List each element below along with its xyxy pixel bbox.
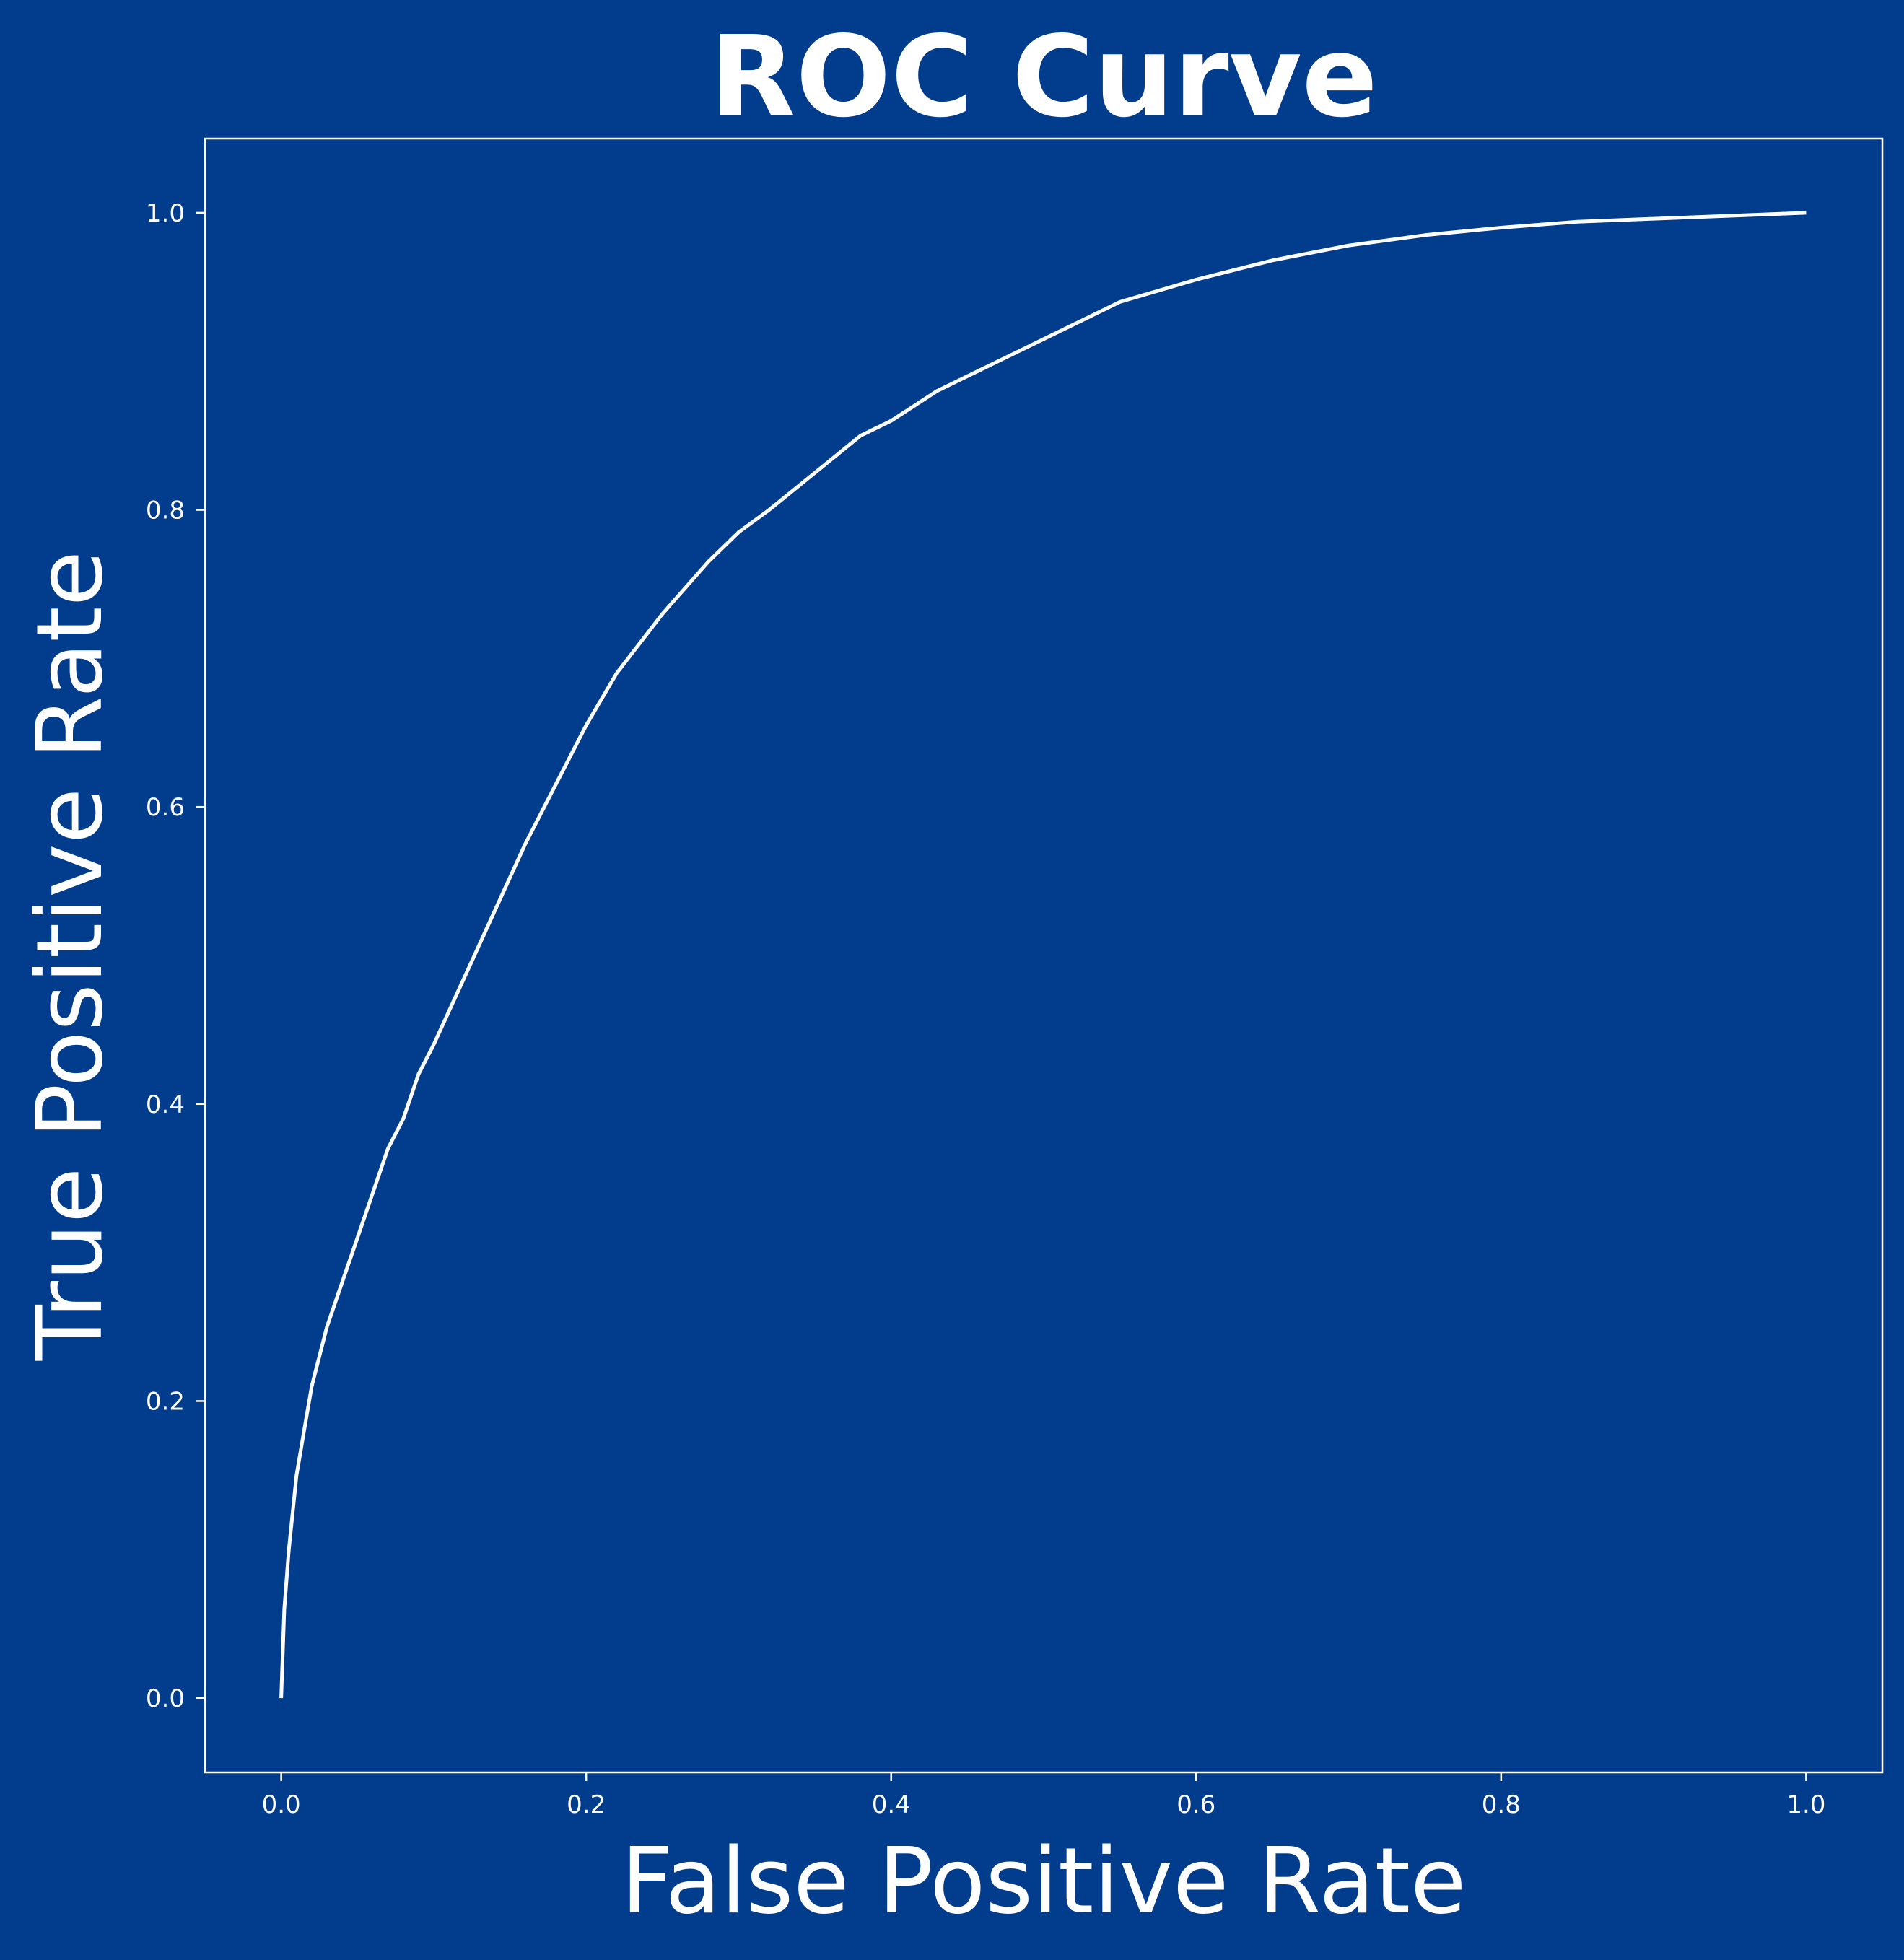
x-axis-label: False Positive Rate bbox=[621, 1828, 1466, 1934]
x-tick-label: 0.8 bbox=[1482, 1790, 1521, 1819]
y-tick-label: 0.6 bbox=[146, 793, 185, 822]
y-tick-label: 0.0 bbox=[146, 1684, 185, 1713]
y-tick-label: 0.8 bbox=[146, 496, 185, 525]
x-tick-label: 0.4 bbox=[872, 1790, 911, 1819]
y-tick-label: 0.4 bbox=[146, 1090, 185, 1119]
y-tick-label: 0.2 bbox=[146, 1387, 185, 1416]
x-axis-ticks: 0.0 0.2 0.4 0.6 0.8 1.0 bbox=[262, 1772, 1825, 1819]
x-tick-label: 1.0 bbox=[1786, 1790, 1825, 1819]
roc-curve-line bbox=[279, 211, 1807, 1699]
chart-title: ROC Curve bbox=[709, 12, 1378, 142]
y-tick-label: 1.0 bbox=[146, 199, 185, 228]
y-axis-label: True Positive Rate bbox=[17, 551, 123, 1361]
y-axis-ticks: 0.0 0.2 0.4 0.6 0.8 1.0 bbox=[146, 199, 205, 1713]
x-tick-label: 0.0 bbox=[262, 1790, 301, 1819]
x-tick-label: 0.6 bbox=[1176, 1790, 1215, 1819]
x-tick-label: 0.2 bbox=[567, 1790, 606, 1819]
plot-area-frame bbox=[204, 137, 1884, 1774]
